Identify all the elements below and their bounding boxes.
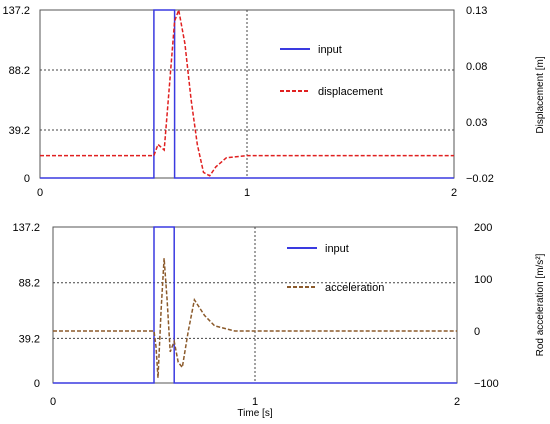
series-line-displacement (40, 7, 454, 177)
legend-label-input: input (318, 44, 342, 56)
x-axis-label: Time [s] (237, 408, 272, 419)
x-tick-label: 1 (252, 396, 258, 408)
right-tick-label: 200 (474, 222, 492, 234)
legend-label-displacement: displacement (318, 86, 383, 98)
x-tick-label: 0 (37, 187, 43, 199)
x-tick-label: 2 (451, 187, 457, 199)
legend: input acceleration (287, 243, 384, 294)
series-line-acceleration (53, 258, 457, 378)
series-line-input (53, 226, 457, 384)
right-tick-label: 0.08 (466, 61, 487, 73)
left-tick-label: 88.2 (19, 278, 40, 290)
right-axis-label: Displacement [m] (535, 56, 546, 133)
right-tick-label: 100 (474, 274, 492, 286)
left-tick-label: 39.2 (9, 125, 30, 137)
legend: input displacement (280, 44, 383, 98)
legend-label-acceleration: acceleration (325, 282, 384, 294)
displacement-panel: 137.2 88.2 39.2 0 0.13 0.08 0.03 −0.02 0 1 2 input… (2, 5, 546, 199)
right-tick-label: 0.13 (466, 5, 487, 17)
left-tick-label: 88.2 (9, 65, 30, 77)
x-tick-label: 2 (454, 396, 460, 408)
right-tick-label: −100 (474, 378, 499, 390)
left-tick-label: 137.2 (2, 5, 30, 17)
left-tick-label: 137.2 (12, 222, 40, 234)
right-tick-label: 0.03 (466, 117, 487, 129)
left-tick-label: 39.2 (19, 333, 40, 345)
right-tick-label: −0.02 (466, 173, 494, 185)
left-tick-label: 0 (24, 173, 30, 185)
legend-label-input: input (325, 243, 349, 255)
right-tick-label: 0 (474, 326, 480, 338)
right-axis-label: Rod acceleration [m/s²] (535, 253, 546, 356)
series-line-input (40, 9, 454, 179)
acceleration-panel: 137.2 88.2 39.2 0 200 100 0 −100 0 1 2 input accele… (12, 222, 546, 419)
left-tick-label: 0 (34, 378, 40, 390)
x-tick-label: 1 (244, 187, 250, 199)
x-tick-label: 0 (50, 396, 56, 408)
